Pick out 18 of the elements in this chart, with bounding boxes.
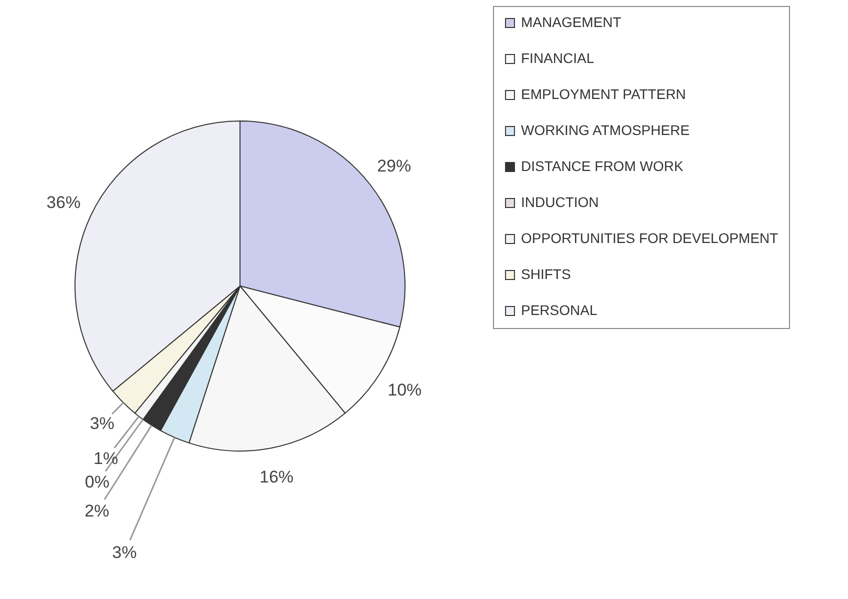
- legend-label: OPPORTUNITIES FOR DEVELOPMENT: [521, 230, 779, 246]
- data-label: 1%: [93, 449, 118, 468]
- legend-label: FINANCIAL: [521, 50, 594, 66]
- legend-label: SHIFTS: [521, 266, 571, 282]
- data-label: 3%: [90, 414, 114, 433]
- data-label: 16%: [260, 468, 294, 487]
- legend-label: DISTANCE FROM WORK: [521, 158, 684, 174]
- data-label: 2%: [84, 501, 110, 520]
- legend-label: MANAGEMENT: [521, 14, 622, 30]
- legend-label: PERSONAL: [521, 302, 598, 318]
- legend-label: INDUCTION: [521, 194, 599, 210]
- data-label: 36%: [46, 192, 81, 212]
- legend-label: EMPLOYMENT PATTERN: [521, 86, 686, 102]
- text: 0%: [84, 472, 110, 492]
- data-label: 3%: [112, 543, 137, 562]
- data-label: 10%: [388, 380, 422, 400]
- legend-label: WORKING ATMOSPHERE: [521, 122, 690, 138]
- data-label: 29%: [377, 156, 412, 176]
